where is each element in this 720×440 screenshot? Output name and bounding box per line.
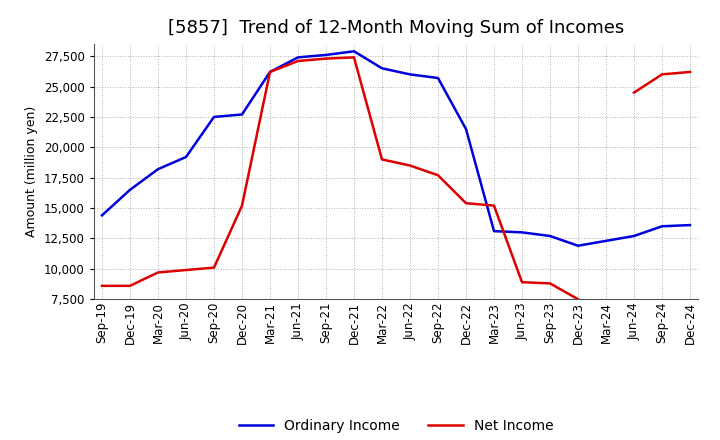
Net Income — [574, 297, 582, 302]
Ordinary Income — [126, 187, 135, 192]
Net Income — [518, 279, 526, 285]
Legend: Ordinary Income, Net Income: Ordinary Income, Net Income — [233, 413, 559, 438]
Ordinary Income — [518, 230, 526, 235]
Title: [5857]  Trend of 12-Month Moving Sum of Incomes: [5857] Trend of 12-Month Moving Sum of I… — [168, 19, 624, 37]
Line: Net Income: Net Income — [102, 57, 578, 299]
Ordinary Income — [294, 55, 302, 60]
Ordinary Income — [657, 224, 666, 229]
Net Income — [546, 281, 554, 286]
Ordinary Income — [574, 243, 582, 248]
Ordinary Income — [462, 126, 470, 132]
Net Income — [350, 55, 359, 60]
Ordinary Income — [433, 75, 442, 81]
Ordinary Income — [546, 233, 554, 238]
Ordinary Income — [490, 228, 498, 234]
Net Income — [322, 56, 330, 61]
Net Income — [266, 70, 274, 75]
Net Income — [490, 203, 498, 208]
Net Income — [294, 59, 302, 64]
Net Income — [126, 283, 135, 289]
Y-axis label: Amount (million yen): Amount (million yen) — [25, 106, 38, 237]
Ordinary Income — [266, 70, 274, 75]
Net Income — [462, 201, 470, 206]
Ordinary Income — [210, 114, 218, 120]
Ordinary Income — [602, 238, 611, 243]
Ordinary Income — [405, 72, 414, 77]
Ordinary Income — [685, 223, 694, 228]
Net Income — [98, 283, 107, 289]
Net Income — [405, 163, 414, 168]
Net Income — [181, 268, 190, 273]
Ordinary Income — [630, 233, 639, 238]
Ordinary Income — [153, 166, 162, 172]
Ordinary Income — [98, 213, 107, 218]
Line: Ordinary Income: Ordinary Income — [102, 51, 690, 246]
Net Income — [238, 203, 246, 208]
Ordinary Income — [378, 66, 387, 71]
Ordinary Income — [350, 49, 359, 54]
Net Income — [210, 265, 218, 270]
Net Income — [153, 270, 162, 275]
Ordinary Income — [181, 154, 190, 160]
Ordinary Income — [238, 112, 246, 117]
Ordinary Income — [322, 52, 330, 58]
Net Income — [433, 172, 442, 178]
Net Income — [378, 157, 387, 162]
